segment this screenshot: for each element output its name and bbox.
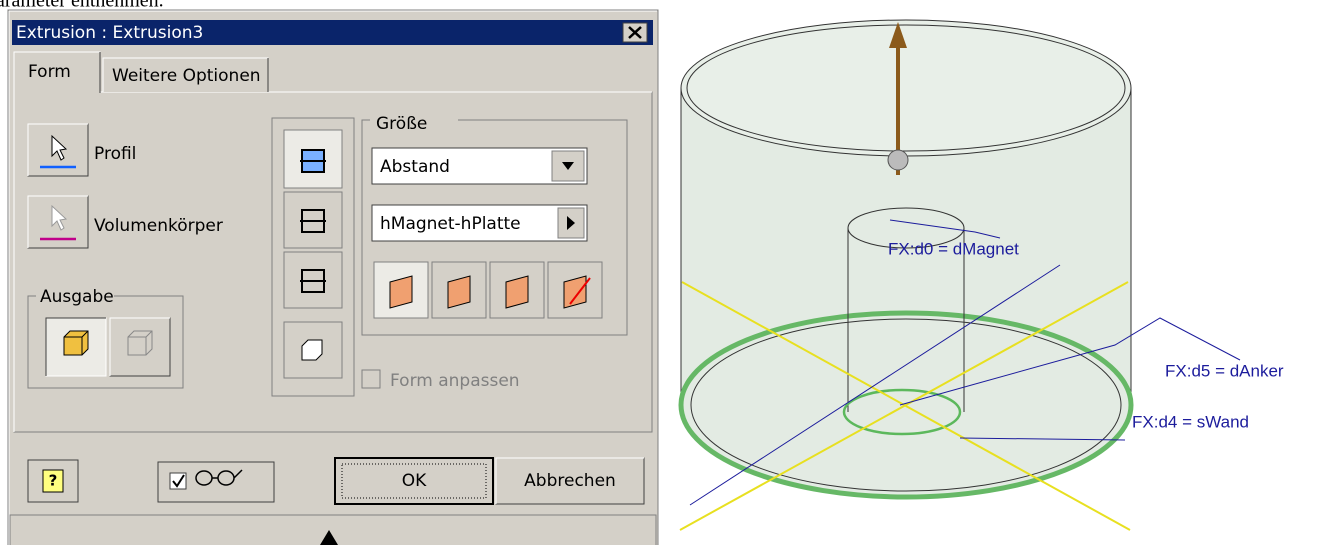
profile-label: Profil <box>94 144 136 164</box>
dialog-title: Extrusion : Extrusion3 <box>16 23 203 43</box>
solid-button[interactable] <box>28 196 88 248</box>
match-shape-checkbox[interactable] <box>362 370 380 388</box>
dimension-label[interactable]: FX:d0 = dMagnet <box>888 239 1019 258</box>
output-solid-button[interactable] <box>46 318 106 376</box>
size-group-label: Größe <box>376 114 427 134</box>
distance-value: hMagnet-hPlatte <box>380 214 521 234</box>
preview-toggle[interactable] <box>158 462 274 502</box>
direction-buttons[interactable] <box>284 130 342 378</box>
extent-value: Abstand <box>380 157 450 177</box>
ok-label[interactable]: OK <box>402 471 427 491</box>
profile-button[interactable] <box>28 124 88 176</box>
tab-more-options[interactable]: Weitere Optionen <box>103 58 268 92</box>
solid-label: Volumenkörper <box>94 216 223 236</box>
screen: arameter entnehmen. Extrusion : Extrusio… <box>0 0 1335 545</box>
output-group-label: Ausgabe <box>40 287 114 307</box>
tab-label[interactable]: Weitere Optionen <box>112 66 261 86</box>
dimension-label[interactable]: FX:d5 = dAnker <box>1165 361 1284 380</box>
tab-label[interactable]: Form <box>28 62 71 82</box>
output-surface-button[interactable] <box>110 318 170 376</box>
help-button[interactable]: ? <box>28 460 78 502</box>
dialog: Extrusion : Extrusion3 Form Weitere Opti… <box>8 10 658 545</box>
match-shape-label: Form anpassen <box>390 371 520 391</box>
svg-text:?: ? <box>49 472 58 490</box>
close-button[interactable] <box>623 23 647 42</box>
tab-form[interactable]: Form <box>14 52 100 93</box>
dimension-label[interactable]: FX:d4 = sWand <box>1132 412 1249 431</box>
viewport: FX:d0 = dMagnet FX:d5 = dAnker FX:d4 = s… <box>680 20 1284 530</box>
cancel-label[interactable]: Abbrechen <box>524 471 616 491</box>
